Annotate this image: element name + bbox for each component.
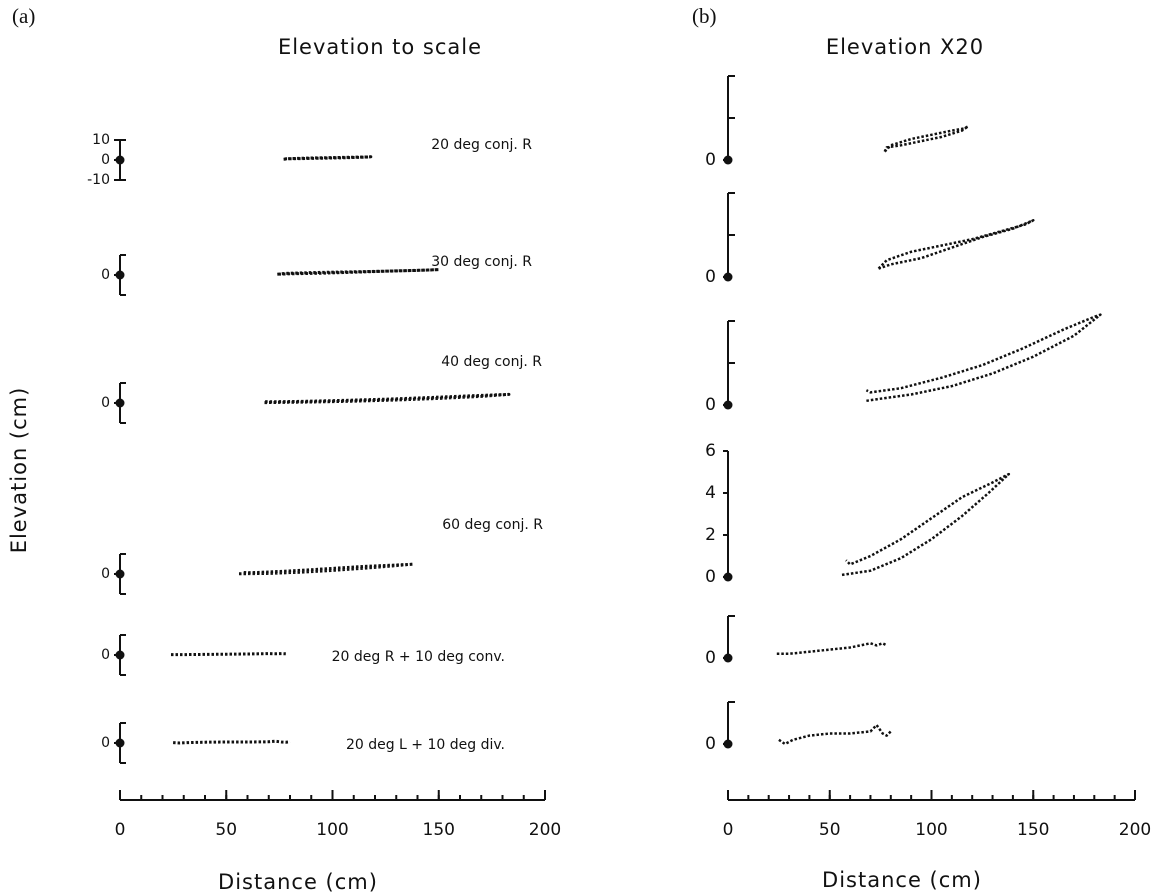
y-tick-label: 0 (705, 567, 716, 587)
x-tick-label: 0 (115, 820, 126, 840)
x-tick-label: 50 (819, 820, 841, 840)
y-tick-label: 0 (705, 395, 716, 415)
zero-dot (115, 270, 125, 280)
y-axis-title: Elevation (cm) (7, 387, 31, 554)
zero-dot (723, 572, 733, 582)
series-name: 30 deg conj. R (431, 254, 532, 270)
x-tick-label: 100 (316, 820, 348, 840)
y-tick-label: 0 (705, 734, 716, 754)
zero-dot (723, 400, 733, 410)
y-tick-label: 0 (101, 566, 110, 582)
series-name: 60 deg conj. R (442, 517, 543, 533)
zero-dot (723, 739, 733, 749)
series-name: 40 deg conj. R (441, 354, 542, 370)
trace (173, 739, 291, 745)
y-tick-label: 6 (705, 441, 716, 461)
trace (865, 313, 1102, 403)
trace (238, 562, 415, 576)
panel-label: (a) (12, 4, 35, 28)
trace (283, 155, 373, 161)
y-tick-label: 0 (705, 150, 716, 170)
x-tick-label: 150 (1017, 820, 1049, 840)
y-tick-label: 0 (101, 735, 110, 751)
trace (778, 723, 892, 746)
x-tick-label: 100 (915, 820, 947, 840)
zero-dot (723, 272, 733, 282)
zero-dot (115, 398, 125, 408)
series-name: 20 deg L + 10 deg div. (346, 737, 505, 753)
trace (776, 642, 888, 656)
y-tick-label: 0 (101, 152, 110, 168)
y-tick-label: 10 (92, 132, 110, 148)
series-name: 20 deg R + 10 deg conv. (332, 649, 505, 665)
zero-dot (115, 155, 125, 165)
panel-label: (b) (692, 4, 717, 28)
trace (841, 472, 1011, 577)
trace (877, 219, 1035, 270)
y-tick-label: 0 (705, 267, 716, 287)
x-tick-label: 200 (529, 820, 561, 840)
panel-title: Elevation to scale (278, 35, 482, 59)
zero-dot (723, 653, 733, 663)
y-tick-label: -10 (87, 172, 110, 188)
x-tick-label: 0 (723, 820, 734, 840)
trace (264, 392, 511, 405)
zero-dot (723, 155, 733, 165)
zero-dot (115, 738, 125, 748)
zero-dot (115, 650, 125, 660)
x-axis-title: Distance (cm) (822, 868, 982, 892)
zero-dot (115, 569, 125, 579)
y-tick-label: 4 (705, 483, 716, 503)
x-tick-label: 50 (215, 820, 237, 840)
y-tick-label: 0 (101, 267, 110, 283)
x-tick-label: 150 (423, 820, 455, 840)
x-tick-label: 200 (1119, 820, 1151, 840)
x-axis-title: Distance (cm) (218, 870, 378, 894)
y-tick-label: 0 (101, 395, 110, 411)
y-tick-label: 2 (705, 525, 716, 545)
trace (171, 652, 286, 657)
y-tick-label: 0 (705, 648, 716, 668)
series-name: 20 deg conj. R (431, 137, 532, 153)
trace (277, 268, 441, 276)
y-tick-label: 0 (101, 647, 110, 663)
trace (883, 125, 970, 153)
panel-title: Elevation X20 (826, 35, 984, 59)
